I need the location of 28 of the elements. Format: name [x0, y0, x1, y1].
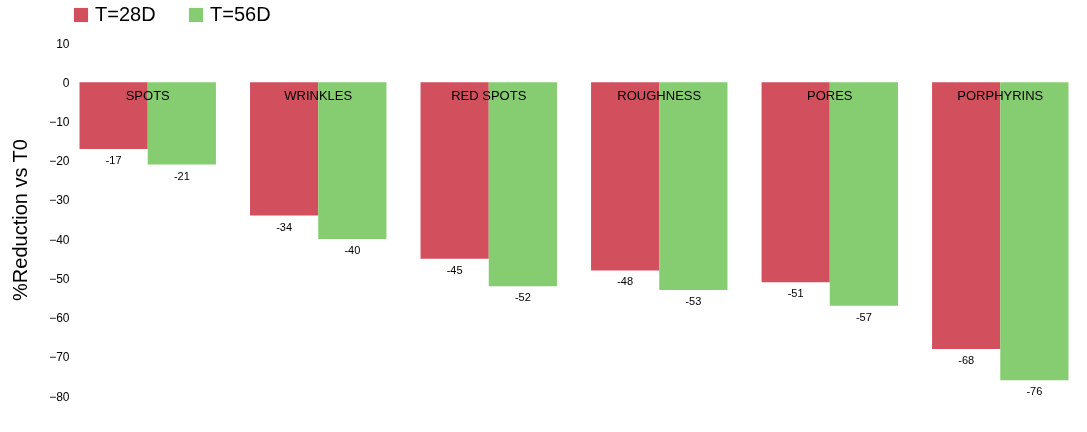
y-tick-label: −40: [49, 232, 70, 247]
y-tick-label: −70: [49, 350, 70, 365]
y-tick-label: −10: [49, 114, 70, 129]
data-label: -45: [446, 263, 463, 276]
x-tick-label: SPOTS: [125, 88, 171, 104]
data-label: -51: [787, 287, 804, 300]
data-label: -57: [855, 310, 872, 323]
y-tick-label: 0: [62, 75, 70, 90]
data-label: -21: [173, 169, 190, 182]
data-label: -52: [514, 291, 531, 304]
legend-label: T=28D: [95, 3, 156, 25]
data-label: -68: [958, 353, 975, 366]
y-tick-label: −50: [49, 271, 70, 286]
data-label: -34: [276, 220, 293, 233]
data-label: -17: [105, 153, 122, 166]
data-label: -76: [1026, 385, 1043, 398]
data-label: -40: [344, 244, 361, 257]
legend-label: T=56D: [210, 3, 271, 25]
y-tick-label: −30: [49, 193, 70, 208]
y-tick-label: 10: [56, 36, 70, 51]
x-tick-label: WRINKLES: [284, 88, 353, 104]
y-axis-title: %Reduction vs T0: [9, 139, 32, 301]
data-label: -53: [685, 295, 702, 308]
y-tick-label: −20: [49, 154, 70, 169]
y-tick-label: −60: [49, 311, 70, 326]
y-tick-label: −80: [49, 389, 70, 404]
x-tick-label: PORES: [807, 88, 853, 104]
data-label: -48: [617, 275, 634, 288]
